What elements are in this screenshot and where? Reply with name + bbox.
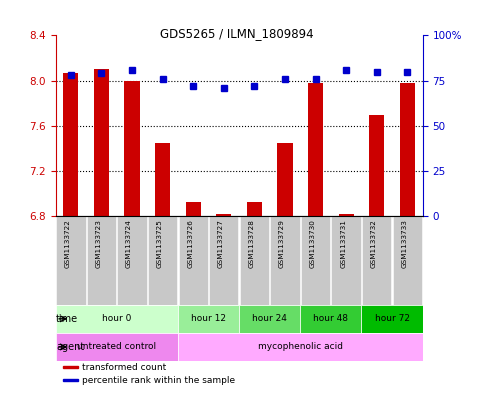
Text: transformed count: transformed count bbox=[82, 363, 166, 371]
FancyBboxPatch shape bbox=[56, 305, 178, 333]
Text: GSM1133733: GSM1133733 bbox=[401, 219, 407, 268]
Text: GSM1133727: GSM1133727 bbox=[218, 219, 224, 268]
Bar bbox=[339, 214, 354, 216]
Text: GSM1133722: GSM1133722 bbox=[65, 219, 71, 268]
Bar bbox=[308, 83, 323, 216]
FancyBboxPatch shape bbox=[209, 216, 239, 305]
FancyBboxPatch shape bbox=[178, 333, 423, 361]
FancyBboxPatch shape bbox=[331, 216, 361, 305]
Text: GSM1133723: GSM1133723 bbox=[96, 219, 101, 268]
FancyBboxPatch shape bbox=[393, 216, 422, 305]
Bar bbox=[247, 202, 262, 216]
Bar bbox=[216, 214, 231, 216]
Text: GSM1133731: GSM1133731 bbox=[340, 219, 346, 268]
FancyBboxPatch shape bbox=[300, 305, 361, 333]
Text: agent: agent bbox=[56, 342, 85, 352]
FancyBboxPatch shape bbox=[148, 216, 177, 305]
FancyBboxPatch shape bbox=[301, 216, 330, 305]
Text: GDS5265 / ILMN_1809894: GDS5265 / ILMN_1809894 bbox=[160, 28, 313, 40]
FancyBboxPatch shape bbox=[239, 305, 300, 333]
Text: hour 12: hour 12 bbox=[191, 314, 226, 323]
FancyBboxPatch shape bbox=[117, 216, 147, 305]
Bar bbox=[400, 83, 415, 216]
Bar bbox=[125, 81, 140, 216]
Bar bbox=[63, 379, 78, 381]
Text: percentile rank within the sample: percentile rank within the sample bbox=[82, 376, 235, 385]
FancyBboxPatch shape bbox=[56, 216, 85, 305]
FancyBboxPatch shape bbox=[178, 305, 239, 333]
Text: hour 72: hour 72 bbox=[374, 314, 410, 323]
Text: hour 48: hour 48 bbox=[313, 314, 348, 323]
Bar bbox=[63, 366, 78, 368]
Text: mycophenolic acid: mycophenolic acid bbox=[258, 342, 343, 351]
Text: GSM1133729: GSM1133729 bbox=[279, 219, 285, 268]
Bar bbox=[369, 114, 384, 216]
Text: GSM1133724: GSM1133724 bbox=[126, 219, 132, 268]
FancyBboxPatch shape bbox=[361, 305, 423, 333]
Text: untreated control: untreated control bbox=[77, 342, 156, 351]
Bar bbox=[155, 143, 170, 216]
Bar bbox=[94, 69, 109, 216]
Text: GSM1133728: GSM1133728 bbox=[248, 219, 255, 268]
Text: GSM1133726: GSM1133726 bbox=[187, 219, 193, 268]
Bar bbox=[63, 73, 78, 216]
Text: hour 0: hour 0 bbox=[102, 314, 131, 323]
Text: GSM1133732: GSM1133732 bbox=[371, 219, 377, 268]
Bar bbox=[277, 143, 293, 216]
Text: hour 24: hour 24 bbox=[252, 314, 287, 323]
FancyBboxPatch shape bbox=[179, 216, 208, 305]
Bar bbox=[185, 202, 201, 216]
FancyBboxPatch shape bbox=[240, 216, 269, 305]
Text: time: time bbox=[56, 314, 78, 324]
Text: GSM1133730: GSM1133730 bbox=[310, 219, 315, 268]
Text: GSM1133725: GSM1133725 bbox=[156, 219, 163, 268]
FancyBboxPatch shape bbox=[270, 216, 299, 305]
FancyBboxPatch shape bbox=[87, 216, 116, 305]
FancyBboxPatch shape bbox=[56, 333, 178, 361]
FancyBboxPatch shape bbox=[362, 216, 391, 305]
